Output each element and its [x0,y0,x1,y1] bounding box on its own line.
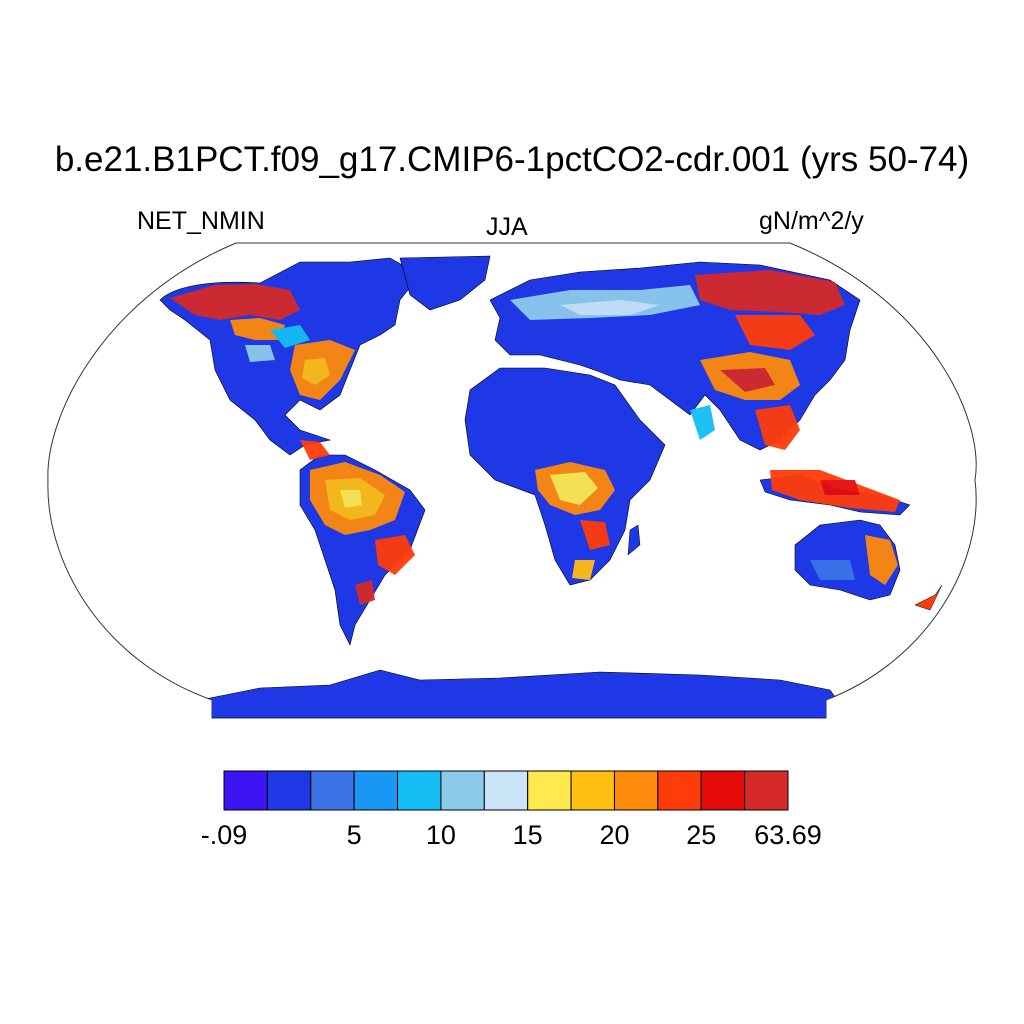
colorbar-label: 15 [513,820,543,850]
colorbar-label: 10 [426,820,456,850]
colorbar-box [744,770,789,811]
colorbar-box [397,770,442,811]
colorbar-box [353,770,399,811]
season-label: JJA [486,213,528,241]
colorbar-box [440,770,485,811]
colorbar-box [570,770,615,811]
madagascar-land [627,524,641,556]
colorbar-label: 25 [686,820,716,850]
antarctica-land [189,669,851,718]
colorbar-box [310,770,355,811]
colorbar-box [266,770,312,811]
units-label: gN/m^2/y [759,207,864,235]
colorbar-box [613,770,659,811]
greenland-land [399,255,491,311]
high-value-regions [170,270,900,605]
colorbar-label: 20 [599,820,629,850]
colorbar-box [700,770,746,811]
colorbar-label: -.09 [201,820,248,850]
colorbar-box [527,770,572,811]
map-title: b.e21.B1PCT.f09_g17.CMIP6-1pctCO2-cdr.00… [54,140,970,179]
colorbar-box [657,770,702,811]
colorbar-box [223,770,268,811]
colorbar-box [483,770,529,811]
colorbar-label: 5 [347,820,362,850]
colorbar-label: 63.69 [754,820,822,850]
variable-label: NET_NMIN [137,207,265,235]
new-zealand-land [914,584,943,611]
